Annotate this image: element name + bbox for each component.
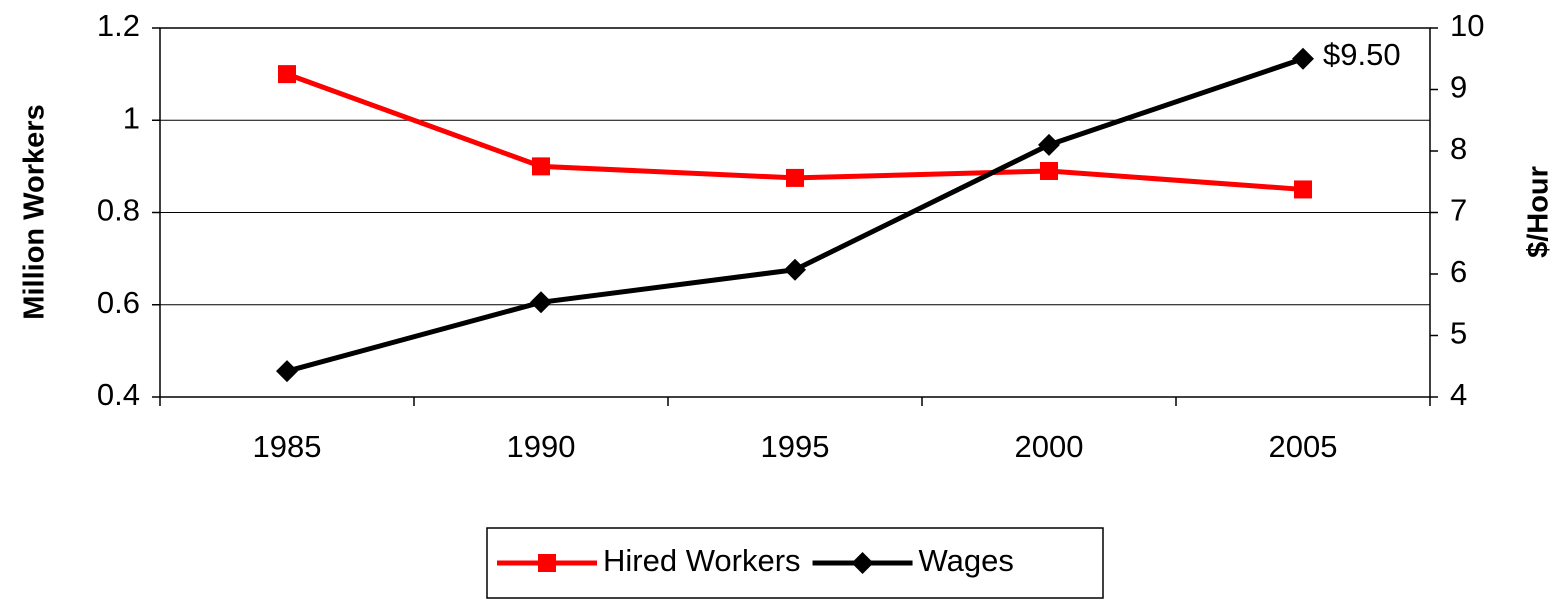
legend-label: Wages [919,543,1014,578]
data-point [786,168,804,187]
y2-tick-label: 7 [1450,193,1467,228]
y-axis-label: Million Workers [19,104,51,319]
y-tick-label: 1 [123,100,140,135]
data-point [276,360,298,383]
legend-marker [851,552,874,574]
y2-tick-label: 5 [1450,316,1467,351]
legend-box [486,527,1104,599]
y2-axis-label: $/Hour [1523,166,1555,258]
y-tick-label: 0.6 [97,285,140,320]
y2-tick-label: 6 [1450,254,1467,289]
series-line [286,56,1304,374]
data-point [1294,180,1312,199]
legend-marker [538,554,556,572]
x-tick-label: 1995 [761,429,830,464]
data-point [1040,161,1058,180]
data-point [278,65,296,84]
y-tick-label: 0.4 [97,377,140,412]
y2-tick-label: 8 [1450,131,1467,166]
x-tick-label: 1985 [253,429,322,464]
y-tick-label: 1.2 [97,8,140,43]
data-point [1292,47,1314,70]
data-point [1038,133,1060,156]
y-tick-label: 0.8 [97,193,140,228]
x-tick-label: 1990 [507,429,576,464]
y2-tick-label: 4 [1450,377,1467,412]
data-label: $9.50 [1323,37,1401,72]
data-point [784,258,806,281]
x-tick-label: 2005 [1269,429,1338,464]
x-tick-label: 2000 [1015,429,1084,464]
y2-tick-label: 9 [1450,70,1467,105]
data-point [530,291,552,314]
data-point [532,157,550,176]
plot-frame [159,27,1431,398]
y2-tick-label: 10 [1450,8,1484,43]
legend-label: Hired Workers [603,543,801,578]
